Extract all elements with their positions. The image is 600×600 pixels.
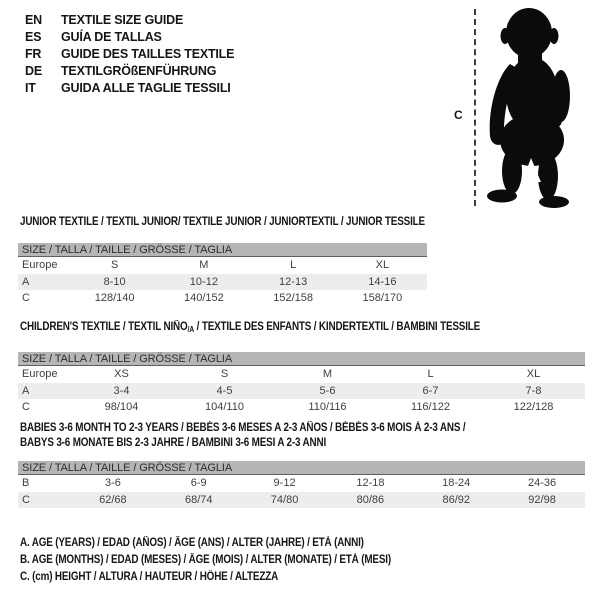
section-heading: BABIES 3-6 MONTH TO 2-3 YEARS / BEBÉS 3-…	[20, 422, 466, 449]
table-row: C 98/104 104/110 110/116 116/122 122/128	[18, 399, 585, 416]
table-cell: 62/68	[99, 493, 127, 506]
table-cell: 116/122	[411, 401, 450, 413]
size-table: SIZE / TALLA / TAILLE / GRÖSSE / TAGLIA B…	[18, 461, 585, 508]
table-cell: 3-6	[104, 477, 121, 489]
size-table-header: SIZE / TALLA / TAILLE / GRÖSSE / TAGLIA	[18, 352, 585, 366]
table-cell: 6-9	[190, 477, 207, 489]
table-cell: 3-4	[113, 384, 130, 397]
row-label: A	[22, 275, 30, 288]
table-cell: L	[290, 259, 297, 271]
footnote-line: C. (cm) HEIGHT / ALTURA / HAUTEUR / HÖHE…	[20, 571, 279, 583]
table-row: C 62/68 68/74 74/80 80/86 86/92 92/98	[18, 491, 585, 508]
toddler-silhouette-icon	[487, 8, 570, 208]
table-cell: 104/110	[205, 401, 244, 413]
section-heading: JUNIOR TEXTILE / TEXTIL JUNIOR/ TEXTILE …	[20, 216, 425, 228]
table-cell: 68/74	[184, 493, 213, 506]
height-measure-label: C	[454, 108, 463, 122]
table-cell: 18-24	[442, 477, 471, 489]
table-cell: 12-18	[356, 477, 385, 489]
table-cell: 24-36	[527, 477, 557, 489]
language-row: EN TEXTILE SIZE GUIDE	[25, 12, 234, 29]
language-code: DE	[25, 64, 42, 78]
language-code: IT	[25, 81, 36, 95]
section-heading: CHILDREN'S TEXTILE / TEXTIL NIÑO/A / TEX…	[20, 321, 481, 334]
table-cell: 128/140	[94, 292, 135, 304]
row-label: C	[22, 292, 30, 304]
table-cell: 12-13	[279, 275, 308, 288]
language-title: TEXTILE SIZE GUIDE	[61, 13, 184, 27]
table-cell: 7-8	[525, 384, 542, 397]
size-table: SIZE / TALLA / TAILLE / GRÖSSE / TAGLIA E…	[18, 352, 585, 416]
row-label: B	[22, 477, 30, 489]
table-cell: 10-12	[189, 275, 218, 288]
language-title: TEXTILGRÖßENFÜHRUNG	[61, 64, 217, 78]
table-cell: S	[110, 259, 119, 271]
table-cell: XS	[114, 368, 129, 380]
table-cell: S	[220, 368, 229, 380]
table-cell: 8-10	[103, 275, 126, 288]
table-row: B 3-6 6-9 9-12 12-18 18-24 24-36	[18, 475, 585, 492]
table-row: A 8-10 10-12 12-13 14-16	[18, 273, 427, 290]
table-cell: 140/152	[183, 292, 224, 304]
row-label: C	[22, 493, 30, 506]
language-code: FR	[25, 47, 42, 61]
language-row: IT GUIDA ALLE TAGLIE TESSILI	[25, 80, 234, 97]
language-title: GUÍA DE TALLAS	[61, 30, 162, 44]
language-title: GUIDE DES TAILLES TEXTILE	[61, 47, 235, 61]
row-label: Europe	[22, 368, 58, 380]
table-cell: 80/86	[356, 493, 385, 506]
table-cell: 5-6	[319, 384, 336, 397]
language-code: ES	[25, 30, 42, 44]
table-row: Europe XS S M L XL	[18, 366, 585, 383]
row-label: C	[22, 401, 30, 413]
table-cell: 4-5	[216, 384, 233, 397]
language-row: DE TEXTILGRÖßENFÜHRUNG	[25, 63, 234, 80]
table-row: C 128/140 140/152 152/158 158/170	[18, 290, 427, 307]
language-code: EN	[25, 13, 42, 27]
row-label: A	[22, 384, 30, 397]
table-cell: XL	[526, 368, 541, 380]
table-cell: L	[427, 368, 434, 380]
table-cell: 86/92	[442, 493, 470, 506]
language-row: ES GUÍA DE TALLAS	[25, 29, 234, 46]
table-cell: 74/80	[270, 493, 299, 506]
table-cell: M	[199, 259, 209, 271]
table-row: A 3-4 4-5 5-6 6-7 7-8	[18, 382, 585, 399]
height-measure-dashed-line	[474, 9, 476, 206]
size-table-header: SIZE / TALLA / TAILLE / GRÖSSE / TAGLIA	[18, 461, 585, 475]
table-cell: 9-12	[273, 477, 296, 489]
footnote-legend: A. AGE (YEARS) / EDAD (AÑOS) / ÂGE (ANS)…	[20, 535, 451, 586]
row-label: Europe	[22, 259, 58, 271]
table-cell: 98/104	[104, 401, 139, 413]
table-cell: 92/98	[528, 493, 556, 506]
table-cell: 14-16	[368, 275, 397, 288]
table-cell: 152/158	[273, 292, 313, 304]
table-cell: 6-7	[422, 384, 439, 397]
table-row: Europe S M L XL	[18, 257, 427, 274]
footnote-line: A. AGE (YEARS) / EDAD (AÑOS) / ÂGE (ANS)…	[20, 537, 364, 549]
table-cell: XL	[375, 259, 390, 271]
language-row: FR GUIDE DES TAILLES TEXTILE	[25, 46, 234, 63]
table-cell: M	[322, 368, 333, 380]
footnote-line: B. AGE (MONTHS) / EDAD (MESES) / ÂGE (MO…	[20, 554, 391, 566]
table-cell: 122/128	[513, 401, 554, 413]
size-table-header: SIZE / TALLA / TAILLE / GRÖSSE / TAGLIA	[18, 243, 427, 257]
language-title: GUIDA ALLE TAGLIE TESSILI	[61, 81, 231, 95]
language-list: EN TEXTILE SIZE GUIDE ES GUÍA DE TALLAS FR GU…	[25, 12, 234, 97]
table-cell: 110/116	[308, 401, 347, 413]
size-table: SIZE / TALLA / TAILLE / GRÖSSE / TAGLIA E…	[18, 243, 427, 307]
table-cell: 158/170	[362, 292, 403, 304]
